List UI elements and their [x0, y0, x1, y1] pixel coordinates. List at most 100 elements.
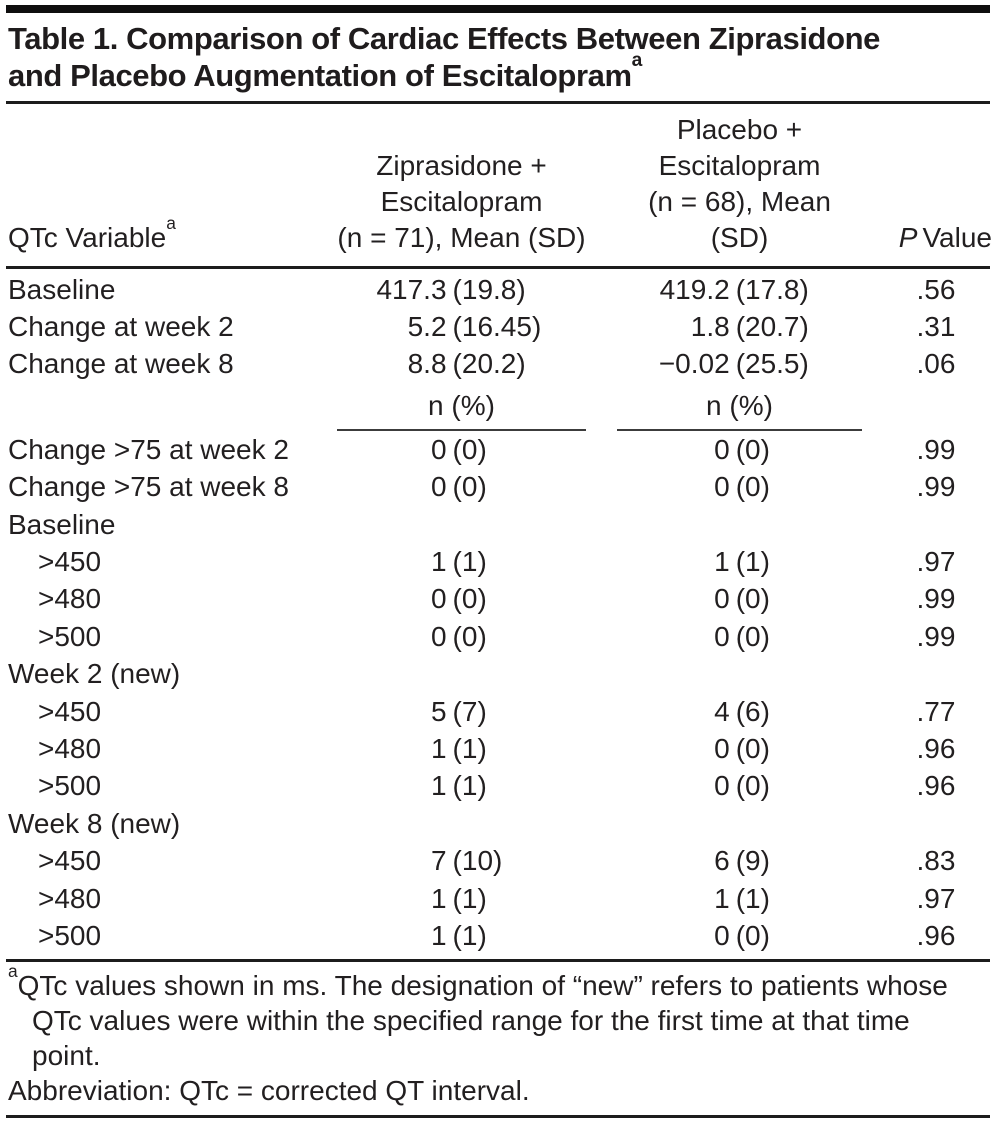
- table-row: Change at week 2 5.2 (16.45) 1.8 (20.7) .3…: [0, 308, 996, 345]
- table-row: >480 0 (0) 0 (0) .99: [0, 581, 996, 618]
- p-value-cell: .31: [916, 311, 956, 343]
- value-number: 0: [714, 770, 730, 802]
- table-top-bar: [6, 5, 990, 13]
- row-label: Change >75 at week 8: [8, 471, 289, 503]
- row-label: Baseline: [8, 508, 116, 540]
- value-number: 0: [430, 433, 447, 465]
- value-paren: (1): [452, 732, 487, 764]
- p-value-cell: .99: [916, 433, 956, 465]
- table-title: Table 1. Comparison of Cardiac Effects B…: [8, 20, 988, 94]
- table-row: >500 1 (1) 0 (0) .96: [0, 917, 996, 954]
- footnote-a-line2: QTc values were within the specified ran…: [32, 1004, 910, 1036]
- value-number: 419.2: [659, 273, 730, 305]
- table-row: >500 0 (0) 0 (0) .99: [0, 618, 996, 655]
- ziprasidone-value-cell: 417.3 (19.8): [337, 274, 586, 306]
- table-row: >450 1 (1) 1 (1) .97: [0, 543, 996, 580]
- p-value-cell: .99: [916, 583, 956, 615]
- value-number: 1: [430, 882, 447, 914]
- value-number: 0: [714, 471, 730, 503]
- placebo-value-cell: 0 (0): [617, 920, 862, 952]
- value-number: 1: [430, 546, 447, 578]
- ziprasidone-value-cell: 1 (1): [337, 920, 586, 952]
- ziprasidone-value-cell: 0 (0): [337, 583, 586, 615]
- value-number: 0: [714, 583, 730, 615]
- row-label: Change >75 at week 2: [8, 433, 289, 465]
- value-number: 1: [714, 882, 730, 914]
- count-percent-rows: Change >75 at week 2 0 (0) 0 (0) .99 Chang…: [0, 431, 996, 954]
- column-headers: QTc Variablea Ziprasidone + Escitalopram…: [0, 104, 996, 266]
- table-row: >450 7 (10) 6 (9) .83: [0, 842, 996, 879]
- value-number: 8.8: [407, 348, 447, 380]
- ziprasidone-value-cell: 5 (7): [337, 696, 586, 728]
- placebo-value-cell: 419.2 (17.8): [617, 274, 862, 306]
- p-value-cell: .96: [916, 919, 956, 951]
- value-paren: (1): [735, 546, 770, 578]
- value-number: 4: [714, 695, 730, 727]
- placebo-value-cell: 4 (6): [617, 696, 862, 728]
- value-number: 0: [714, 433, 730, 465]
- value-paren: (9): [735, 845, 770, 877]
- footnote-a-marker: a: [8, 960, 18, 981]
- value-number: 0: [714, 732, 730, 764]
- row-label: >480: [38, 732, 102, 764]
- value-paren: (1): [452, 770, 487, 802]
- table-footnotes: aQTc values shown in ms. The designation…: [0, 962, 996, 1115]
- placebo-value-cell: 1 (1): [617, 546, 862, 578]
- placebo-value-cell: 6 (9): [617, 845, 862, 877]
- mean-sd-rows: Baseline 417.3 (19.8) 419.2 (17.8) .56 Cha…: [0, 269, 996, 383]
- value-paren: (1): [735, 882, 770, 914]
- value-paren: (0): [735, 583, 770, 615]
- value-number: 1: [430, 732, 447, 764]
- ziprasidone-value-cell: 5.2 (16.45): [337, 311, 586, 343]
- ziprasidone-value-cell: 1 (1): [337, 883, 586, 915]
- table-row: Change at week 8 8.8 (20.2) −0.02 (25.5) .…: [0, 346, 996, 383]
- p-value-cell: .96: [916, 770, 956, 802]
- placebo-value-cell: 0 (0): [617, 471, 862, 503]
- bottom-margin: [0, 1118, 996, 1130]
- n-percent-subheader-row: n (%) n (%): [0, 383, 996, 432]
- value-paren: (17.8): [735, 273, 809, 305]
- value-paren: (1): [452, 882, 487, 914]
- rule-below-title: [6, 101, 990, 104]
- row-label: >500: [38, 919, 102, 951]
- table-title-footnote-marker: a: [631, 50, 643, 72]
- value-number: −0.02: [658, 348, 730, 380]
- value-number: 0: [430, 620, 447, 652]
- table-row: >450 5 (7) 4 (6) .77: [0, 693, 996, 730]
- table-row: Baseline 417.3 (19.8) 419.2 (17.8) .56: [0, 271, 996, 308]
- p-value-cell: .99: [916, 471, 956, 503]
- ziprasidone-value-cell: 1 (1): [337, 546, 586, 578]
- rule-below-headers: [6, 266, 990, 269]
- placebo-value-cell: 0 (0): [617, 621, 862, 653]
- ziprasidone-value-cell: 1 (1): [337, 770, 586, 802]
- rule-above-footnotes: [6, 958, 990, 962]
- row-label: >450: [38, 546, 102, 578]
- value-paren: (0): [452, 583, 487, 615]
- value-number: 0: [430, 583, 447, 615]
- p-value-cell: .97: [916, 882, 956, 914]
- footnote-a-line3: point.: [32, 1039, 101, 1071]
- value-paren: (20.2): [452, 348, 526, 380]
- row-label: Baseline: [8, 273, 116, 305]
- p-value-cell: .77: [916, 695, 956, 727]
- placebo-value-cell: 1 (1): [617, 883, 862, 915]
- value-number: 7: [430, 845, 447, 877]
- value-paren: (10): [452, 845, 503, 877]
- value-number: 1: [430, 770, 447, 802]
- value-paren: (1): [452, 546, 487, 578]
- n-percent-header-placebo: n (%): [617, 390, 862, 432]
- value-number: 5.2: [407, 311, 447, 343]
- value-paren: (0): [452, 433, 487, 465]
- p-value-cell: .06: [916, 348, 956, 380]
- ziprasidone-value-cell: 0 (0): [337, 471, 586, 503]
- row-label: Week 2 (new): [8, 658, 181, 690]
- value-paren: (19.8): [452, 273, 526, 305]
- row-label: Week 8 (new): [8, 807, 181, 839]
- value-paren: (0): [735, 620, 770, 652]
- column-header-placebo: Placebo + Escitalopram (n = 68), Mean (S…: [648, 114, 831, 253]
- p-value-cell: .99: [916, 620, 956, 652]
- placebo-value-cell: 0 (0): [617, 434, 862, 466]
- ziprasidone-value-cell: 1 (1): [337, 733, 586, 765]
- value-number: 417.3: [376, 273, 447, 305]
- placebo-value-cell: 0 (0): [617, 583, 862, 615]
